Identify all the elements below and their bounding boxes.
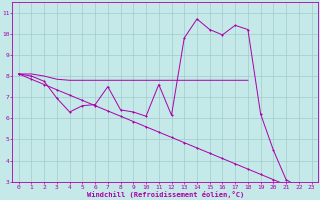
X-axis label: Windchill (Refroidissement éolien,°C): Windchill (Refroidissement éolien,°C) bbox=[86, 191, 244, 198]
